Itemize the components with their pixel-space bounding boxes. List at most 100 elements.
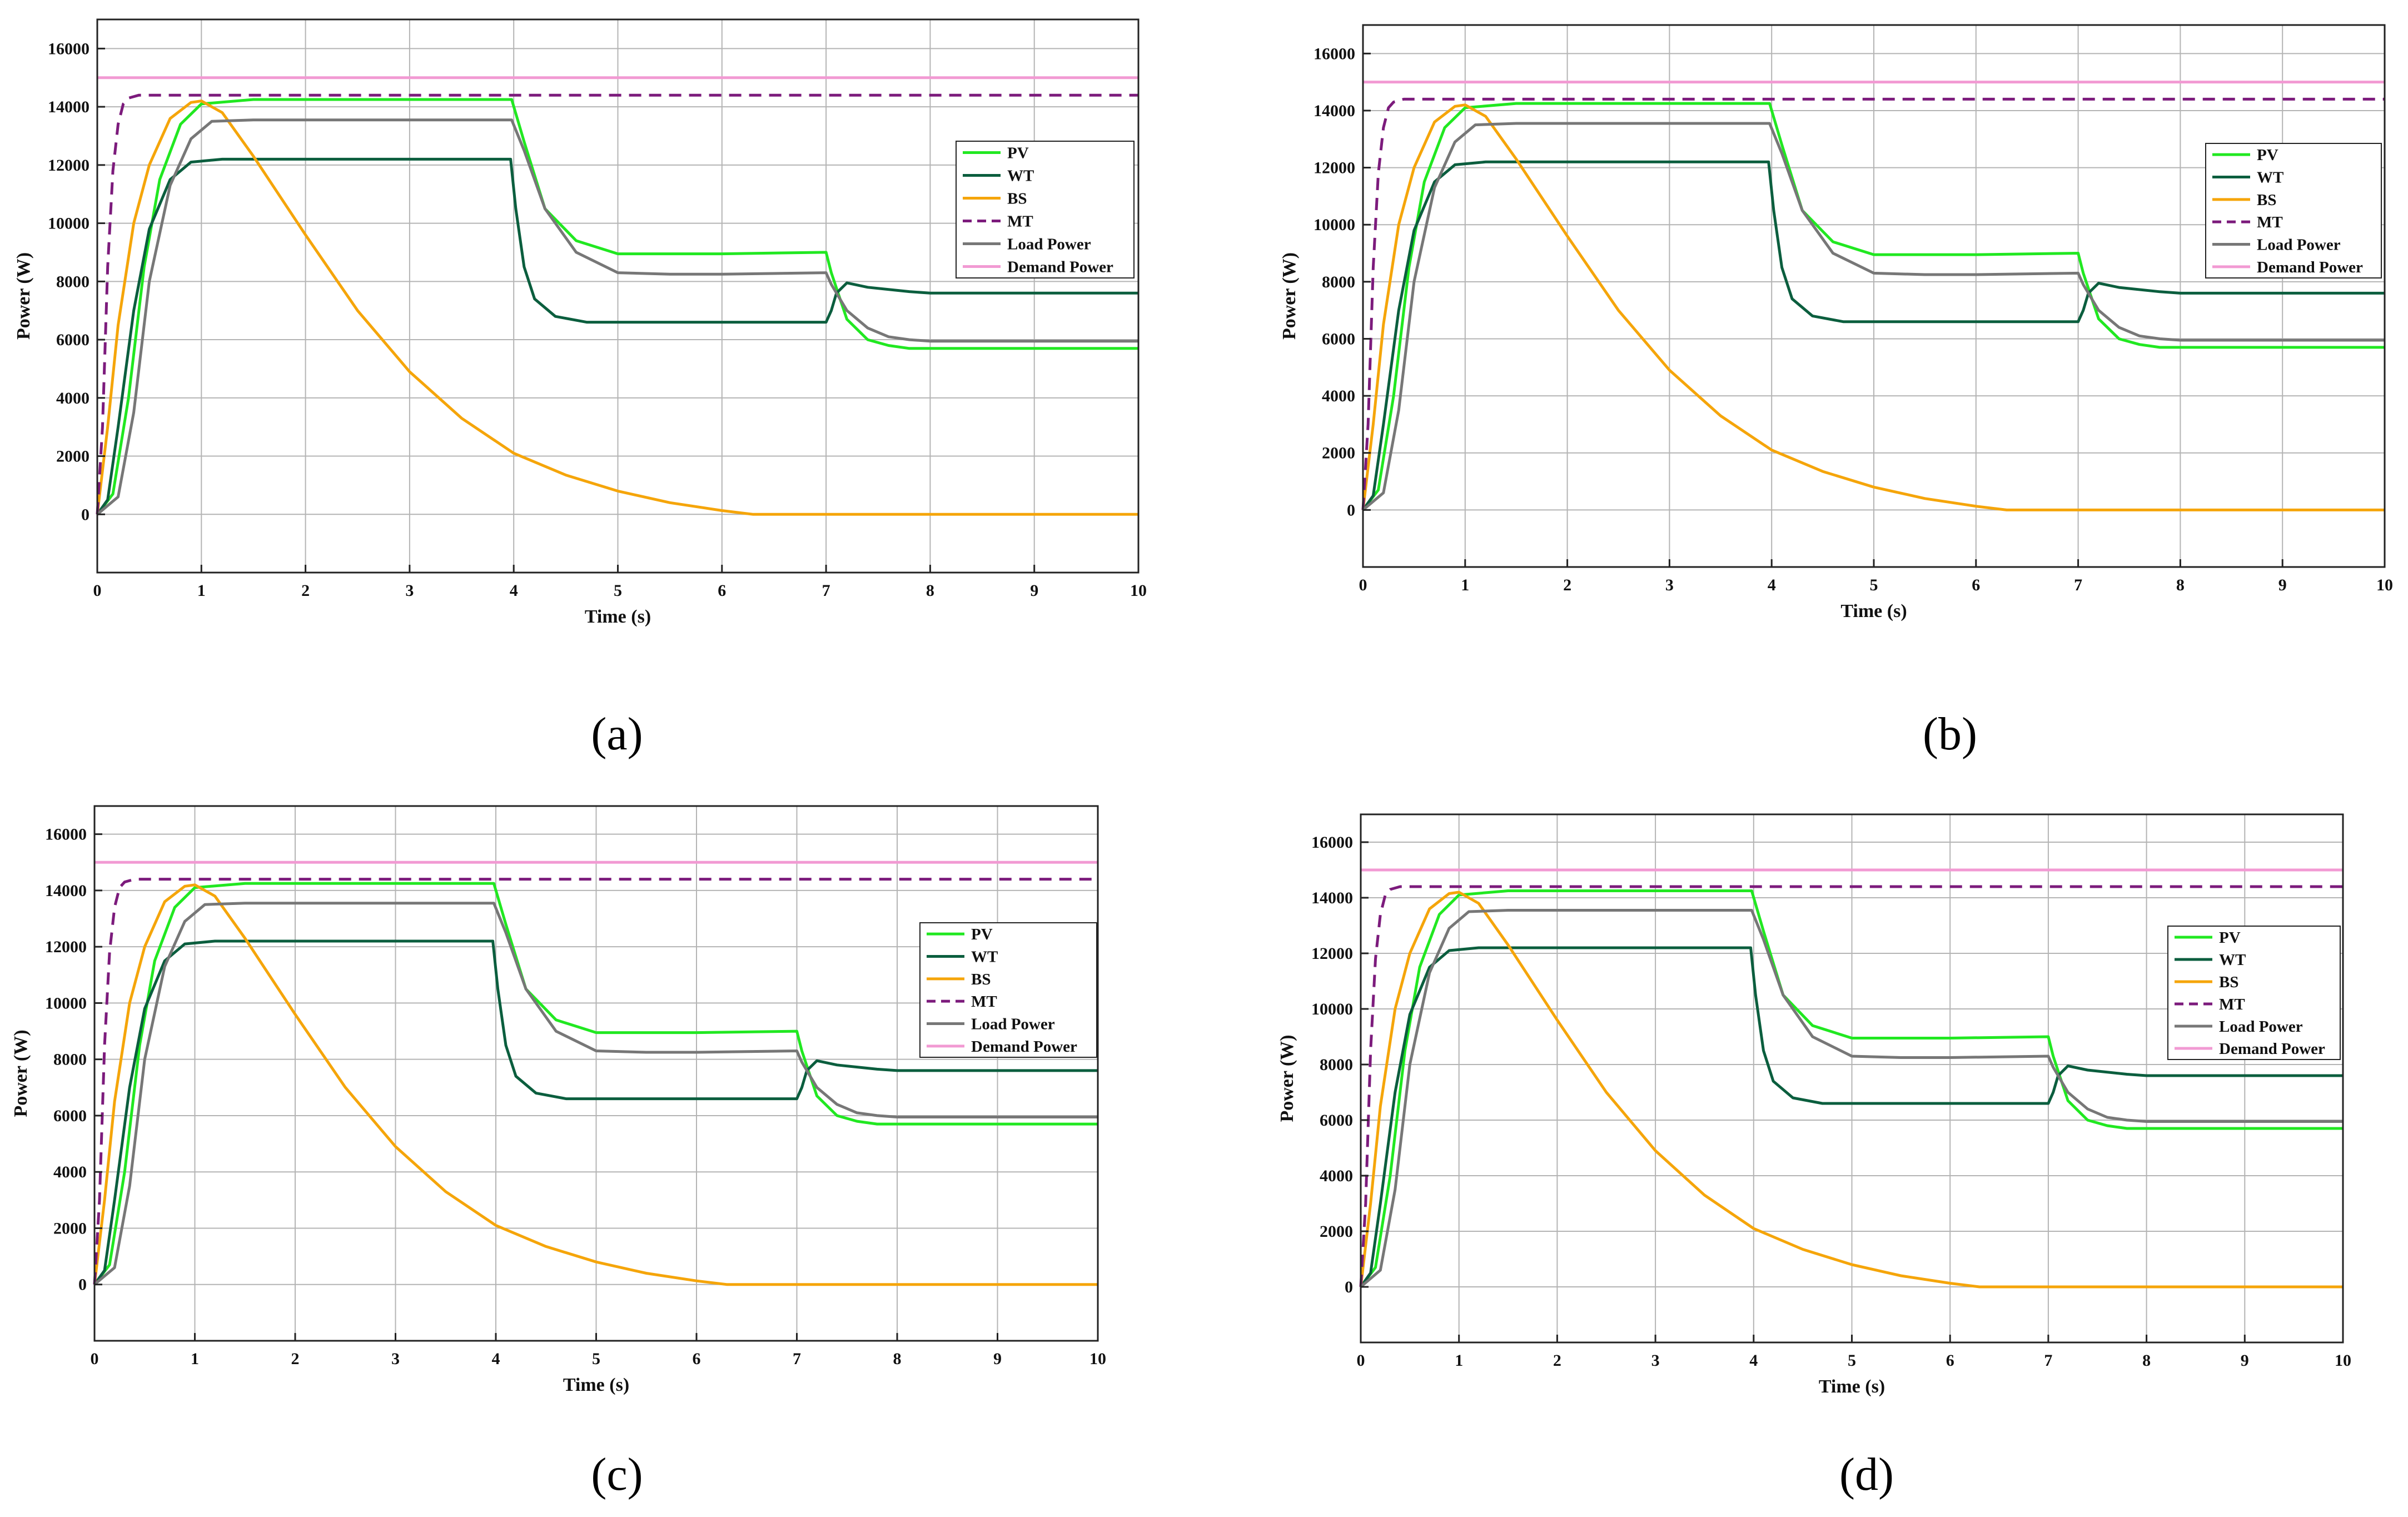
x-tick-label: 2 (301, 581, 310, 600)
legend-box (919, 922, 1097, 1058)
series-wt-line (93, 939, 1098, 1286)
series-mt-line (1361, 97, 2385, 510)
y-axis-label: Power (W) (11, 1029, 31, 1117)
x-tick-label: 8 (893, 1350, 902, 1368)
panel-d: 0 1 2 3 4 5 6 7 8 9 10 0 2000 4000 6000 8000 10000 12000 1… (1277, 813, 2351, 1397)
y-tick-label: 2000 (1320, 1222, 1353, 1241)
x-tick-label: 4 (510, 581, 518, 600)
x-tick-label: 10 (2335, 1351, 2351, 1370)
y-tick-label: 12000 (1311, 944, 1353, 963)
series-pv-line (1362, 102, 2385, 511)
x-tick-label: 4 (492, 1350, 500, 1368)
series-wt-line (1359, 946, 2343, 1288)
x-tick-label: 7 (793, 1350, 801, 1368)
x-tick-label: 7 (2074, 576, 2082, 594)
legend-label: WT (1007, 167, 1034, 185)
x-tick-label: 8 (926, 581, 934, 600)
panel-b: 0 1 2 3 4 5 6 7 8 9 10 0 2000 4000 6000 8000 10000 12000 1… (1279, 24, 2393, 621)
caption-c: (c) (591, 1449, 643, 1500)
x-tick-label: 3 (1665, 576, 1674, 594)
legend-label: PV (1007, 145, 1029, 162)
legend-label: Load Power (2257, 236, 2341, 254)
x-axis-label: Time (s) (1819, 1376, 1885, 1397)
y-tick-label: 12000 (45, 938, 87, 956)
legend-label: BS (2219, 973, 2238, 991)
y-tick-label: 4000 (56, 389, 89, 407)
y-tick-label: 0 (78, 1276, 87, 1294)
legend-label: WT (2257, 169, 2283, 187)
y-axis-label: Power (W) (13, 252, 34, 340)
series-bs-line (93, 883, 1098, 1286)
y-tick-label: 8000 (1322, 273, 1355, 291)
x-tick-label: 7 (822, 581, 830, 600)
x-tick-label: 5 (592, 1350, 600, 1368)
series-load-power-line (93, 902, 1098, 1286)
x-tick-label: 10 (1130, 581, 1147, 600)
y-tick-label: 6000 (1320, 1111, 1353, 1130)
y-tick-label: 2000 (56, 447, 89, 466)
legend-label: Demand Power (2219, 1040, 2325, 1058)
series-pv-line (1360, 889, 2343, 1288)
x-tick-label: 5 (1848, 1351, 1856, 1370)
x-axis-label: Time (s) (563, 1375, 629, 1395)
series-pv-line (93, 882, 1098, 1286)
x-tick-label: 1 (1455, 1351, 1463, 1370)
legend: PV WT BS MT Load Power Demand Power (956, 141, 1135, 278)
legend-label: PV (971, 926, 993, 943)
series-load-power-line (1362, 122, 2385, 511)
legend-label: MT (1007, 213, 1033, 231)
x-tick-label: 1 (197, 581, 206, 600)
series-bs-line (1359, 891, 2343, 1289)
series-mt-line (96, 93, 1138, 515)
y-tick-label: 2000 (1322, 444, 1355, 462)
caption-a: (a) (591, 708, 643, 760)
x-tick-label: 5 (614, 581, 622, 600)
x-tick-label: 6 (1972, 576, 1980, 594)
y-tick-label: 4000 (1322, 387, 1355, 405)
y-tick-label: 8000 (53, 1051, 87, 1069)
legend-box (2205, 143, 2382, 278)
legend-box (956, 141, 1135, 278)
y-tick-label: 12000 (48, 156, 89, 175)
legend-label: Load Power (1007, 236, 1091, 253)
y-tick-label: 16000 (1314, 44, 1355, 63)
legend-label: Demand Power (2257, 258, 2363, 276)
y-tick-label: 6000 (53, 1107, 87, 1125)
y-tick-label: 2000 (53, 1219, 87, 1237)
legend-box (2167, 926, 2341, 1060)
y-tick-label: 16000 (45, 825, 87, 844)
x-axis-label: Time (s) (1840, 601, 1907, 621)
x-tick-label: 2 (1553, 1351, 1561, 1370)
y-tick-label: 6000 (1322, 330, 1355, 348)
y-tick-label: 0 (81, 505, 89, 524)
series-pv-line (96, 98, 1138, 515)
series-mt-line (1359, 885, 2343, 1287)
y-axis-label: Power (W) (1279, 252, 1300, 340)
series-load-power-line (1360, 909, 2343, 1288)
legend-label: Demand Power (1007, 258, 1113, 276)
x-tick-label: 1 (191, 1350, 199, 1368)
y-tick-label: 14000 (48, 98, 89, 116)
x-tick-label: 3 (1651, 1351, 1660, 1370)
legend-label: MT (971, 993, 997, 1011)
y-tick-label: 14000 (1314, 102, 1355, 120)
y-tick-label: 10000 (1311, 1000, 1353, 1018)
x-axis-label: Time (s) (585, 606, 651, 627)
x-tick-label: 8 (2176, 576, 2185, 594)
y-axis-label: Power (W) (1277, 1034, 1297, 1122)
series-bs-line (1361, 103, 2385, 511)
y-tick-label: 8000 (56, 272, 89, 291)
legend-label: BS (971, 971, 991, 988)
x-tick-label: 8 (2142, 1351, 2151, 1370)
x-tick-label: 2 (1563, 576, 1571, 594)
legend: PV WT BS MT Load Power Demand Power (919, 922, 1097, 1058)
x-tick-label: 10 (1089, 1350, 1106, 1368)
series-wt-line (1361, 160, 2385, 511)
y-tick-label: 0 (1347, 501, 1355, 519)
legend-label: PV (2219, 929, 2241, 947)
legend: PV WT BS MT Load Power Demand Power (2205, 143, 2382, 278)
x-tick-label: 9 (1030, 581, 1038, 600)
legend-label: MT (2257, 213, 2283, 231)
x-tick-label: 3 (405, 581, 414, 600)
